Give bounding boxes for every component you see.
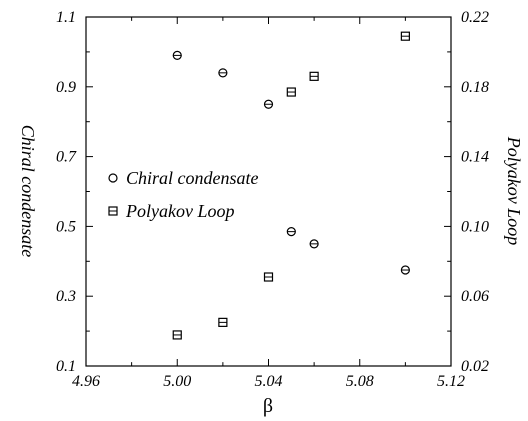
legend-label-chiral: Chiral condensate <box>126 168 259 188</box>
y-axis-title-left: Chiral condensate <box>18 125 38 258</box>
y-tick-label-right: 0.02 <box>461 358 489 375</box>
ticks <box>85 16 452 367</box>
legend-marker-circle <box>108 173 118 183</box>
y-tick-label-left: 0.3 <box>56 288 76 305</box>
x-tick-label: 4.96 <box>72 373 100 390</box>
data-markers <box>172 31 410 340</box>
y-tick-label-right: 0.14 <box>461 149 489 166</box>
x-tick-label: 5.00 <box>163 373 191 390</box>
y-tick-label-left: 0.9 <box>56 79 76 96</box>
y-tick-label-left: 0.7 <box>56 149 77 166</box>
y-tick-label-right: 0.10 <box>461 218 489 235</box>
legend-label-polyakov: Polyakov Loop <box>125 201 234 221</box>
y-axis-title-right: Polyakov Loop <box>504 136 524 245</box>
y-tick-label-right: 0.18 <box>461 79 489 96</box>
x-tick-label: 5.04 <box>255 373 283 390</box>
x-axis-title: β <box>263 395 273 417</box>
y-tick-label-left: 0.1 <box>56 358 76 375</box>
x-tick-label: 5.12 <box>437 373 465 390</box>
plot-frame <box>85 16 452 367</box>
legend: Chiral condensate Polyakov Loop <box>108 168 259 221</box>
x-tick-label: 5.08 <box>346 373 374 390</box>
y-tick-label-right: 0.22 <box>461 9 489 26</box>
tick-labels: 4.96 5.00 5.04 5.08 5.12 0.1 0.3 0.5 0.7 0.9 1.1 0.… <box>56 9 489 390</box>
y-tick-label-left: 0.5 <box>56 218 76 235</box>
y-tick-label-left: 1.1 <box>56 9 76 26</box>
y-tick-label-right: 0.06 <box>461 288 489 305</box>
